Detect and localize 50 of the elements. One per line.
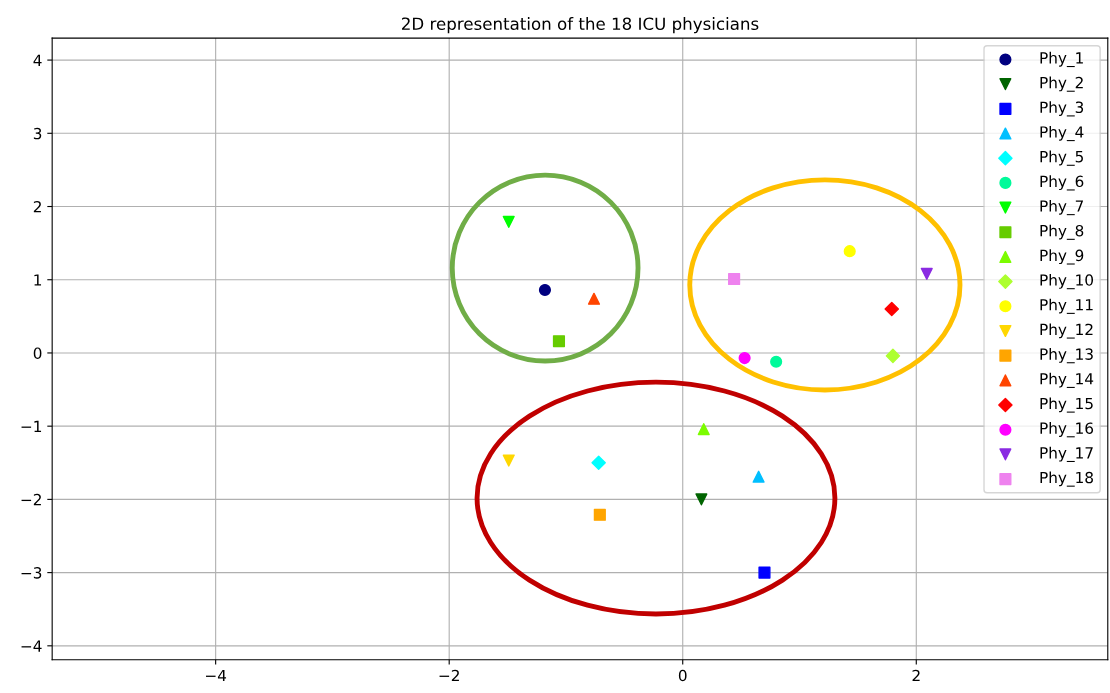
y-tick-label: −1 bbox=[21, 420, 42, 432]
y-tick-label: −4 bbox=[21, 640, 42, 652]
y-tick-label: −2 bbox=[21, 493, 41, 506]
x-tick-label: 2 bbox=[912, 669, 920, 682]
legend-label: Phy_2 bbox=[1040, 76, 1083, 92]
point bbox=[885, 348, 901, 364]
y-tick-label: 0 bbox=[33, 347, 42, 359]
legend-label: Phy_3 bbox=[1040, 101, 1084, 117]
point bbox=[843, 245, 856, 258]
legend-label: Phy_4 bbox=[1040, 125, 1084, 142]
legend-label: Phy_10 bbox=[1040, 274, 1094, 290]
point bbox=[552, 335, 566, 348]
point bbox=[538, 283, 552, 297]
legend-label: Phy_9 bbox=[1040, 249, 1084, 265]
point bbox=[920, 267, 933, 280]
point bbox=[591, 455, 606, 471]
y-tick-label: 4 bbox=[33, 54, 42, 66]
point bbox=[884, 301, 900, 317]
point bbox=[695, 493, 708, 506]
y-tick-label: 2 bbox=[33, 200, 41, 213]
legend-label: Phy_6 bbox=[1040, 175, 1084, 191]
x-tick-label: −4 bbox=[206, 669, 227, 682]
legend-label: Phy_12 bbox=[1040, 323, 1093, 339]
x-tick-label: 0 bbox=[678, 669, 687, 682]
point bbox=[593, 508, 606, 521]
point bbox=[587, 292, 601, 305]
point bbox=[770, 355, 783, 368]
y-tick-label: 1 bbox=[34, 274, 42, 286]
legend-label: Phy_13 bbox=[1040, 348, 1093, 364]
legend-label: Phy_5 bbox=[1040, 150, 1083, 166]
x-tick-label: −2 bbox=[439, 669, 459, 682]
legend-label: Phy_1 bbox=[1040, 51, 1083, 68]
point bbox=[758, 566, 771, 579]
point bbox=[502, 454, 515, 467]
point bbox=[738, 352, 751, 365]
legend-label: Phy_7 bbox=[1040, 199, 1083, 216]
legend-label: Phy_8 bbox=[1040, 224, 1084, 240]
y-tick-label: −3 bbox=[21, 567, 42, 579]
point bbox=[752, 470, 765, 483]
y-tick-label: 3 bbox=[33, 127, 42, 140]
point bbox=[502, 215, 515, 228]
legend-label: Phy_11 bbox=[1040, 298, 1093, 314]
legend-label: Phy_15 bbox=[1040, 397, 1093, 413]
chart-title: 2D representation of the 18 ICU physicians bbox=[402, 17, 759, 34]
legend-label: Phy_18 bbox=[1040, 471, 1093, 487]
point bbox=[697, 423, 710, 436]
point bbox=[728, 272, 741, 286]
legend-label: Phy_16 bbox=[1040, 422, 1094, 438]
legend-label: Phy_17 bbox=[1040, 446, 1093, 463]
legend-label: Phy_14 bbox=[1040, 372, 1094, 388]
